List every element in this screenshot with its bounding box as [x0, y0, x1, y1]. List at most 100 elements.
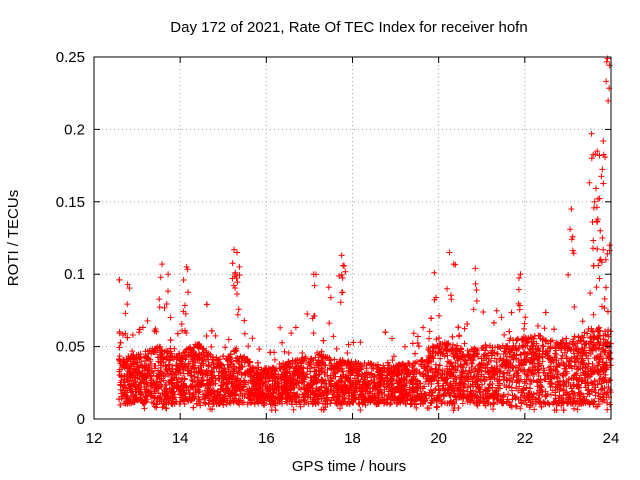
data-point [511, 351, 518, 358]
data-point [554, 375, 561, 382]
data-point [180, 370, 187, 377]
data-point [402, 400, 409, 407]
data-point [296, 366, 303, 373]
data-point [482, 402, 489, 409]
data-point [181, 327, 188, 334]
data-point [129, 348, 136, 355]
data-point [503, 398, 510, 405]
data-point [542, 309, 549, 316]
data-point [307, 388, 314, 395]
data-point [433, 336, 440, 343]
data-point [163, 347, 170, 354]
data-point [157, 347, 164, 354]
data-point [214, 357, 221, 364]
data-point [196, 343, 203, 350]
data-point [130, 398, 137, 405]
data-point [601, 396, 608, 403]
data-point [315, 371, 322, 378]
data-point [566, 358, 573, 365]
data-point [413, 401, 420, 408]
data-point [238, 371, 245, 378]
data-point [280, 383, 287, 390]
data-point [414, 333, 421, 340]
data-point [579, 318, 586, 325]
data-point [407, 401, 414, 408]
data-point [318, 376, 325, 383]
data-point [293, 393, 300, 400]
data-point [459, 400, 466, 407]
data-point [473, 375, 480, 382]
data-point [463, 361, 470, 368]
data-point [547, 384, 554, 391]
data-point [185, 360, 192, 367]
data-point [259, 390, 266, 397]
data-point [254, 359, 261, 366]
data-point [540, 336, 547, 343]
data-point [272, 378, 279, 385]
data-point [241, 330, 248, 337]
data-point [339, 359, 346, 366]
data-point [352, 396, 359, 403]
data-point [148, 350, 155, 357]
data-point [436, 312, 443, 319]
data-point [481, 377, 488, 384]
data-point [482, 342, 489, 349]
data-point [468, 390, 475, 397]
data-point [205, 363, 212, 370]
data-point [251, 399, 258, 406]
data-point [536, 392, 543, 399]
data-point [124, 400, 131, 407]
data-point [485, 350, 492, 357]
data-point [531, 406, 538, 413]
data-point [590, 343, 597, 350]
data-point [319, 365, 326, 372]
data-point [530, 370, 537, 377]
data-point [163, 353, 170, 360]
data-point [267, 373, 274, 380]
data-point [527, 366, 534, 373]
data-point [436, 345, 443, 352]
data-point [148, 399, 155, 406]
data-point [205, 350, 212, 357]
data-point [288, 401, 295, 408]
data-point [200, 362, 207, 369]
data-point [324, 373, 331, 380]
data-point [377, 383, 384, 390]
data-point [323, 390, 330, 397]
data-point [563, 368, 570, 375]
data-point [308, 361, 315, 368]
data-point [587, 334, 594, 341]
data-point [300, 394, 307, 401]
data-point [356, 363, 363, 370]
data-point [208, 343, 215, 350]
data-point [348, 369, 355, 376]
data-point [134, 363, 141, 370]
data-point [382, 329, 389, 336]
data-point [576, 395, 583, 402]
data-point [563, 378, 570, 385]
data-point [328, 397, 335, 404]
data-point [309, 381, 316, 388]
data-point [316, 351, 323, 358]
data-point [500, 393, 507, 400]
data-point [545, 378, 552, 385]
data-point [151, 395, 158, 402]
data-point [181, 375, 188, 382]
data-point [581, 329, 588, 336]
data-point [494, 351, 501, 358]
data-point [592, 403, 599, 410]
data-point [281, 348, 288, 355]
data-point [286, 395, 293, 402]
data-point [420, 324, 427, 331]
data-point [279, 339, 286, 346]
data-point [461, 373, 468, 380]
data-point [491, 355, 498, 362]
data-point [473, 400, 480, 407]
data-point [511, 392, 518, 399]
data-point [585, 326, 592, 333]
data-point [437, 355, 444, 362]
data-point [475, 384, 482, 391]
data-point [484, 361, 491, 368]
data-point [188, 372, 195, 379]
